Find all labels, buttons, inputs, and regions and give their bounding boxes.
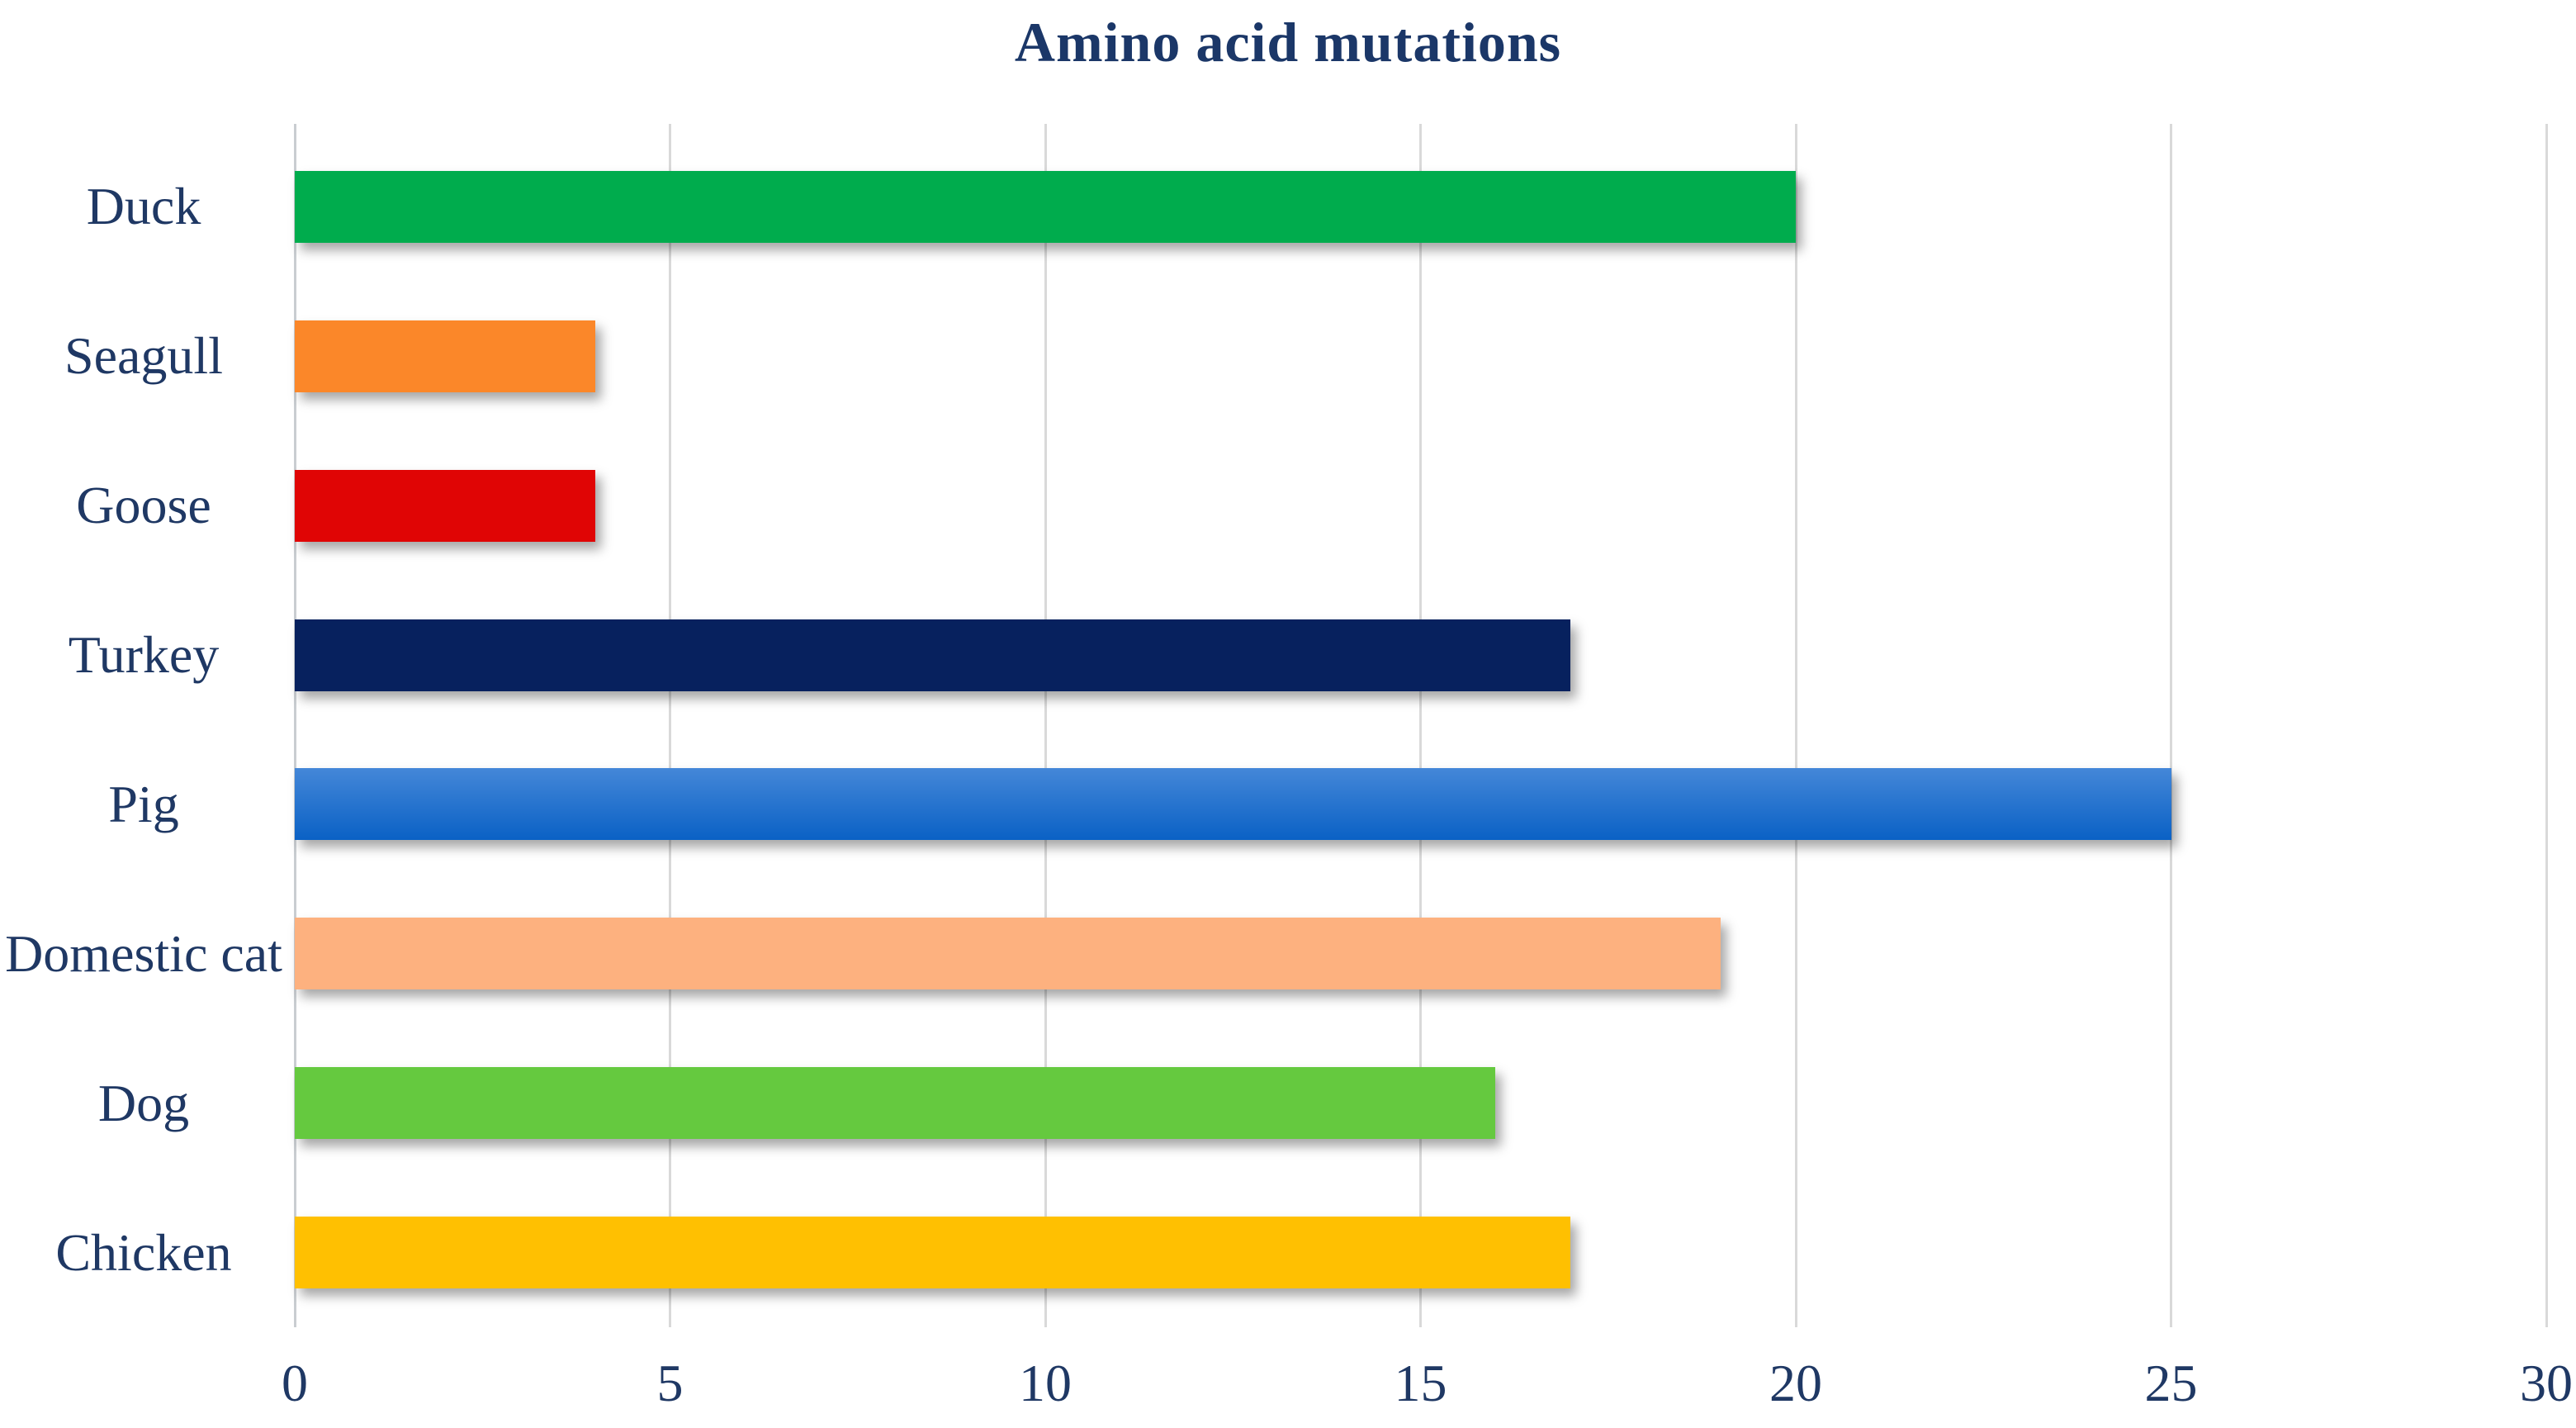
chart-title: Amino acid mutations: [1014, 11, 1562, 74]
category-label-goose: Goose: [76, 476, 211, 535]
gridline: [2545, 124, 2548, 1327]
x-tick-label-30: 30: [2520, 1354, 2573, 1412]
x-tick-label-15: 15: [1394, 1354, 1447, 1412]
x-tick-label-5: 5: [656, 1354, 684, 1412]
category-label-duck: Duck: [86, 177, 201, 236]
bar-domestic-cat: [295, 918, 1721, 990]
gridline: [1794, 124, 1797, 1327]
category-label-pig: Pig: [108, 774, 179, 833]
bar-chicken: [295, 1217, 1571, 1289]
x-tick-label-10: 10: [1019, 1354, 1072, 1412]
plot-area: [293, 124, 2548, 1327]
x-tick-label-20: 20: [1769, 1354, 1822, 1412]
gridline: [669, 124, 671, 1327]
bar-dog: [295, 1067, 1496, 1140]
bar-duck: [295, 170, 1796, 243]
bar-seagull: [295, 320, 595, 392]
bar-goose: [295, 469, 595, 542]
category-label-dog: Dog: [97, 1073, 190, 1132]
axis-line: [293, 124, 296, 1327]
category-label-turkey: Turkey: [68, 625, 220, 685]
category-label-seagull: Seagull: [64, 326, 223, 386]
gridline: [1044, 124, 1047, 1327]
category-label-chicken: Chicken: [55, 1222, 232, 1282]
bar-pig: [295, 768, 2171, 841]
gridline: [1419, 124, 1422, 1327]
gridline: [2170, 124, 2172, 1327]
x-tick-label-25: 25: [2144, 1354, 2198, 1412]
x-tick-label-0: 0: [282, 1354, 308, 1412]
category-label-domestic-cat: Domestic cat: [5, 923, 282, 983]
bar-turkey: [295, 619, 1571, 691]
